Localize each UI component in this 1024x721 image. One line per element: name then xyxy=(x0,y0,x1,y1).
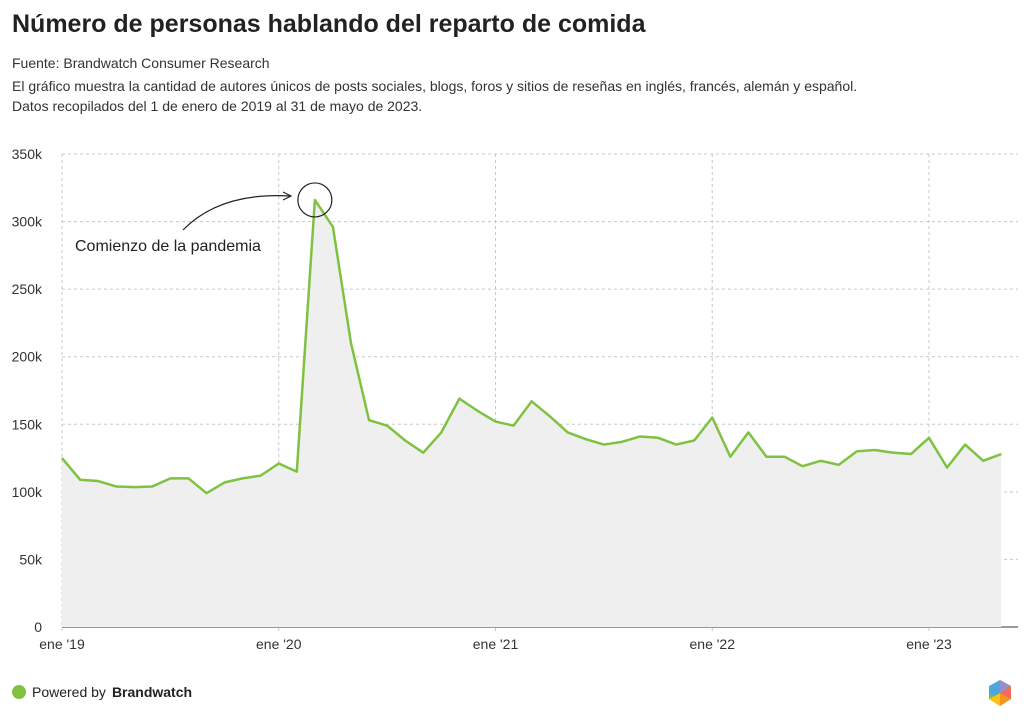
data-point[interactable] xyxy=(655,435,661,441)
annotation-label: Comienzo de la pandemia xyxy=(75,238,261,255)
brandwatch-logo-icon xyxy=(989,680,1011,706)
data-point[interactable] xyxy=(547,413,553,419)
data-point[interactable] xyxy=(330,224,336,230)
annotation-circle xyxy=(297,182,333,218)
x-tick-label: ene '21 xyxy=(473,636,519,652)
data-point[interactable] xyxy=(782,454,788,460)
data-point[interactable] xyxy=(113,483,119,489)
x-tick-label: ene '19 xyxy=(39,636,85,652)
data-point[interactable] xyxy=(673,442,679,448)
series-line xyxy=(61,198,1002,495)
data-point[interactable] xyxy=(800,463,806,469)
brand-name[interactable]: Brandwatch xyxy=(111,684,193,700)
data-point[interactable] xyxy=(312,197,318,203)
description-line-1: El gráfico muestra la cantidad de autore… xyxy=(12,78,858,94)
chart-area: 0 50k 100k 150k 200k 250k 300k 350k ene '19 ene '… xyxy=(12,146,1018,652)
data-point[interactable] xyxy=(745,429,751,435)
y-tick-label: 300k xyxy=(12,214,43,230)
data-point[interactable] xyxy=(95,478,101,484)
data-point[interactable] xyxy=(474,408,480,414)
data-point[interactable] xyxy=(619,439,625,445)
data-point[interactable] xyxy=(691,438,697,444)
data-point[interactable] xyxy=(944,465,950,471)
data-point[interactable] xyxy=(727,454,733,460)
data-point[interactable] xyxy=(240,475,246,481)
data-point[interactable] xyxy=(131,484,137,490)
data-point[interactable] xyxy=(149,483,155,489)
data-point[interactable] xyxy=(348,340,354,346)
y-tick-label: 0 xyxy=(34,619,42,635)
data-point[interactable] xyxy=(59,455,65,461)
data-point[interactable] xyxy=(438,429,444,435)
x-tick-label: ene '23 xyxy=(906,636,952,652)
data-point[interactable] xyxy=(962,442,968,448)
data-point[interactable] xyxy=(77,477,83,483)
data-point[interactable] xyxy=(836,462,842,468)
data-point[interactable] xyxy=(818,458,824,464)
y-tick-label: 200k xyxy=(12,349,43,365)
area-fill xyxy=(62,199,1002,627)
data-point[interactable] xyxy=(222,479,228,485)
data-point[interactable] xyxy=(565,429,571,435)
data-point[interactable] xyxy=(890,450,896,456)
data-point[interactable] xyxy=(908,451,914,457)
data-point[interactable] xyxy=(854,448,860,454)
data-point[interactable] xyxy=(926,435,932,441)
data-point[interactable] xyxy=(276,460,282,466)
data-point[interactable] xyxy=(456,396,462,402)
data-point[interactable] xyxy=(637,433,643,439)
data-point[interactable] xyxy=(294,469,300,475)
annotation-arrow xyxy=(182,195,291,231)
x-tick-label: ene '20 xyxy=(256,636,302,652)
chart-title: Número de personas hablando del reparto … xyxy=(12,10,646,38)
data-point[interactable] xyxy=(384,423,390,429)
data-point[interactable] xyxy=(493,419,499,425)
data-point[interactable] xyxy=(529,398,535,404)
data-point[interactable] xyxy=(601,442,607,448)
source-text: Fuente: Brandwatch Consumer Research xyxy=(12,55,270,71)
data-point[interactable] xyxy=(167,475,173,481)
footer: Powered by Brandwatch xyxy=(12,684,192,700)
data-point[interactable] xyxy=(980,458,986,464)
data-point[interactable] xyxy=(420,450,426,456)
x-tick-label: ene '22 xyxy=(690,636,736,652)
data-point[interactable] xyxy=(998,451,1004,457)
y-tick-label: 250k xyxy=(12,281,43,297)
data-point[interactable] xyxy=(258,473,264,479)
arrow-head-icon xyxy=(282,191,293,201)
y-tick-label: 100k xyxy=(12,484,43,500)
data-point[interactable] xyxy=(583,436,589,442)
y-tick-label: 150k xyxy=(12,416,43,432)
brand-dot-icon xyxy=(12,685,26,699)
description-line-2: Datos recopilados del 1 de enero de 2019… xyxy=(12,98,423,114)
powered-by-text: Powered by xyxy=(32,684,106,700)
data-point[interactable] xyxy=(763,454,769,460)
data-point[interactable] xyxy=(511,423,517,429)
y-tick-label: 350k xyxy=(12,146,43,162)
data-point[interactable] xyxy=(709,415,715,421)
y-tick-label: 50k xyxy=(19,551,43,567)
data-point[interactable] xyxy=(872,447,878,453)
data-point[interactable] xyxy=(402,438,408,444)
data-point[interactable] xyxy=(185,475,191,481)
data-point[interactable] xyxy=(366,417,372,423)
data-point[interactable] xyxy=(204,490,210,496)
